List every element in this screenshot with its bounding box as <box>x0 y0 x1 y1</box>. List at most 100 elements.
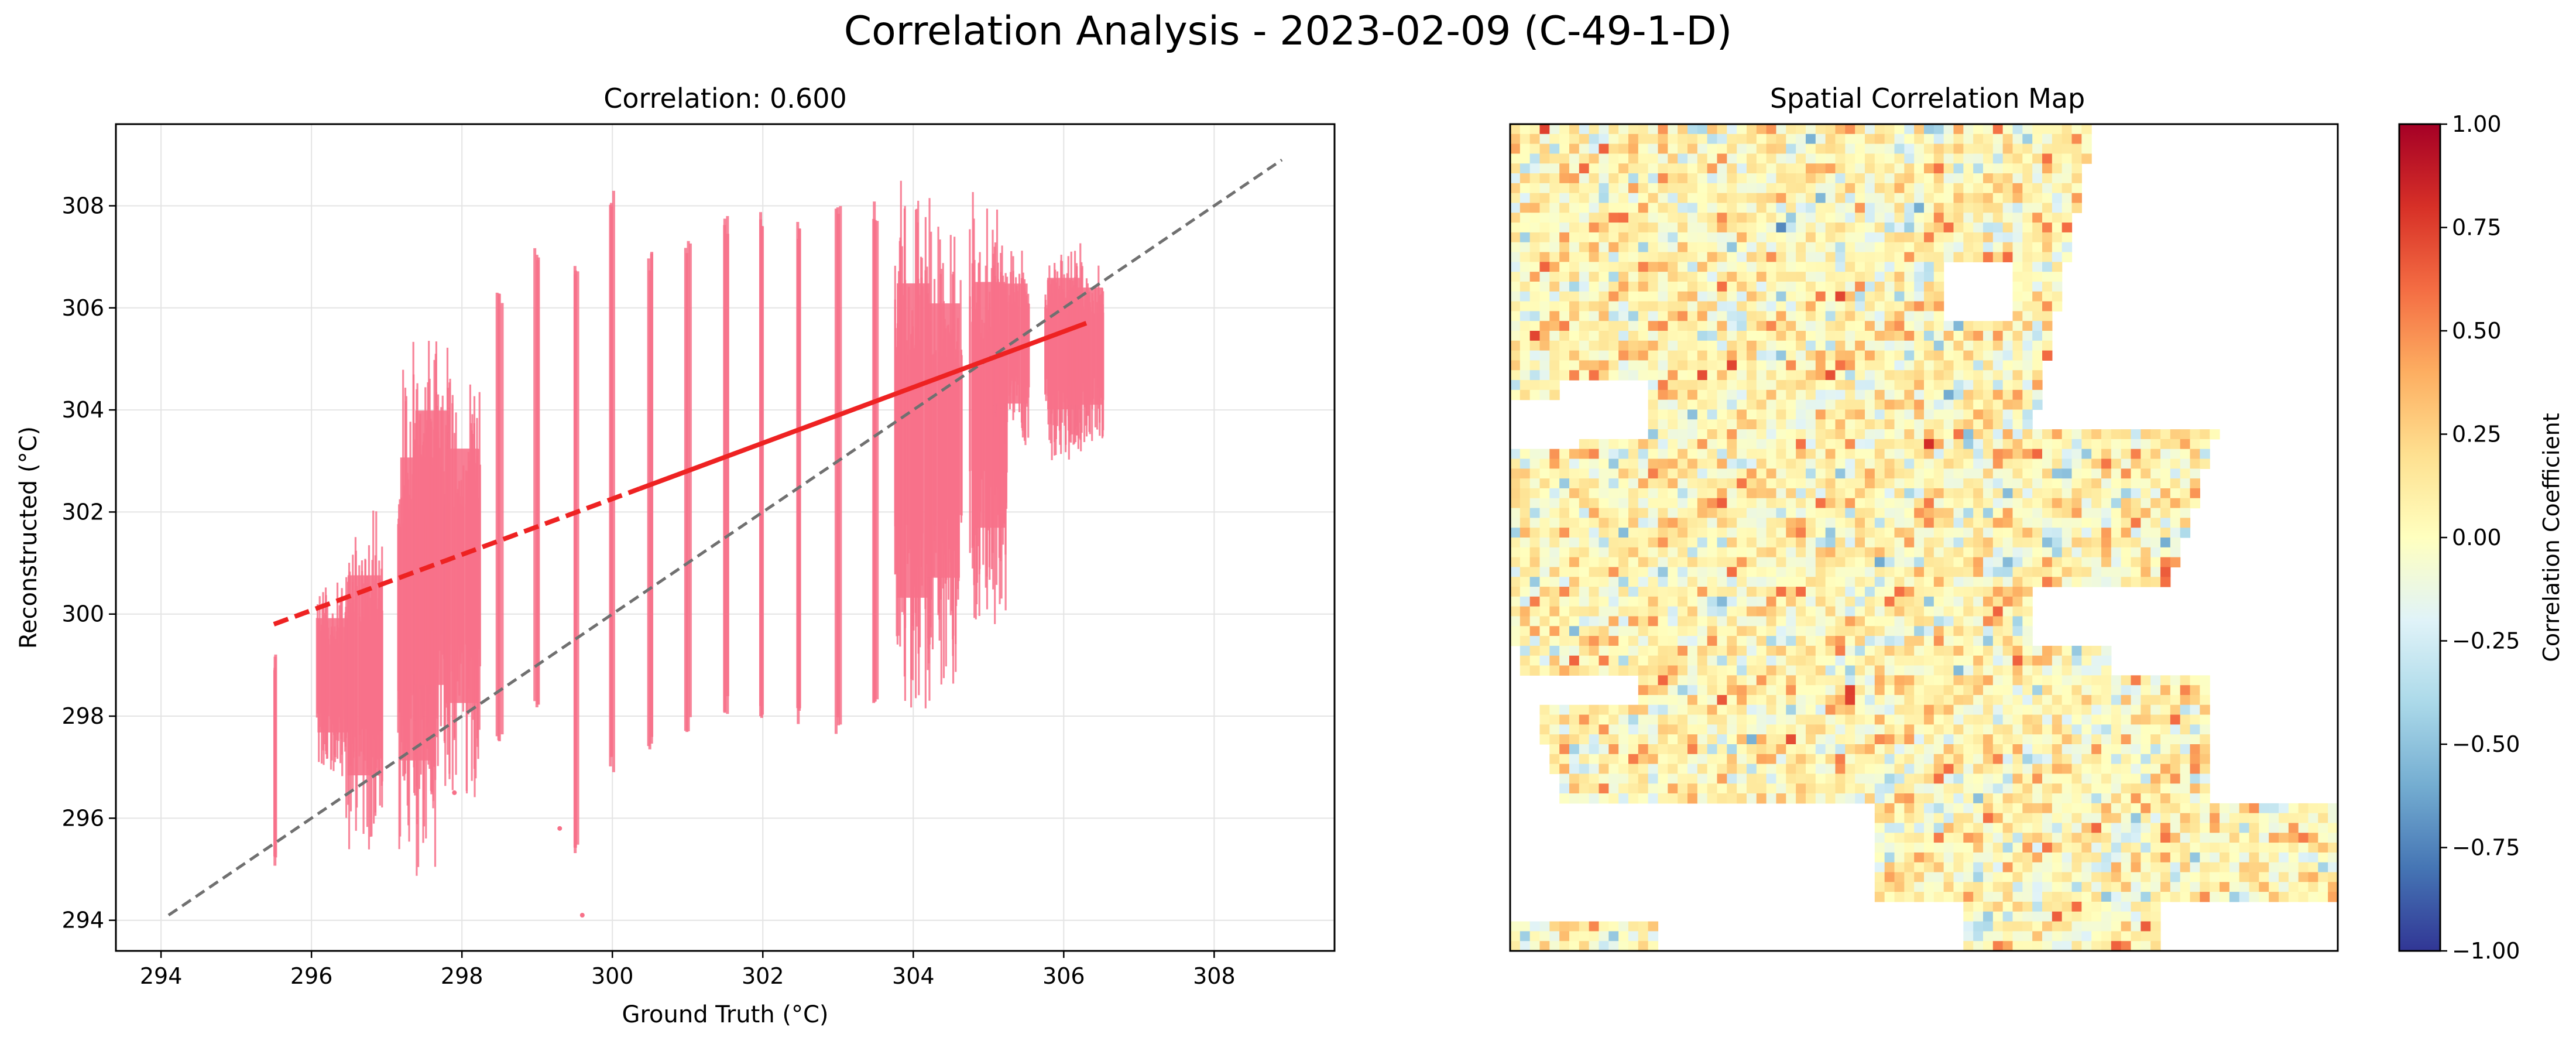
heatmap-cell <box>1618 124 1629 135</box>
heatmap-cell <box>1894 773 1905 784</box>
heatmap-cell <box>1855 587 1865 597</box>
heatmap-cell <box>1697 134 1708 145</box>
heatmap-cell <box>2081 124 2092 135</box>
heatmap-cell <box>1628 498 1639 509</box>
heatmap-cell <box>1924 380 1934 391</box>
heatmap-cell <box>2200 724 2210 735</box>
heatmap-cell <box>2101 645 2112 656</box>
heatmap-cell <box>1776 734 1786 745</box>
heatmap-cell <box>1865 183 1875 194</box>
heatmap-cell <box>1539 596 1550 607</box>
heatmap-cell <box>1992 478 2004 489</box>
heatmap-cell <box>1687 587 1698 597</box>
heatmap-cell <box>1519 331 1531 341</box>
heatmap-cell <box>2071 645 2082 656</box>
heatmap-cell <box>1589 370 1600 381</box>
heatmap-cell <box>1874 439 1885 450</box>
heatmap-cell <box>1865 281 1875 292</box>
heatmap-cell <box>2170 449 2181 460</box>
heatmap-cell <box>1579 704 1590 716</box>
heatmap-cell <box>1628 538 1639 548</box>
heatmap-cell <box>1638 606 1649 617</box>
heatmap-cell <box>1766 754 1777 765</box>
heatmap-cell <box>1766 439 1777 450</box>
heatmap-cell <box>1717 252 1727 262</box>
heatmap-cell <box>1756 488 1767 499</box>
heatmap-cell <box>1992 557 2004 568</box>
heatmap-cell <box>1549 301 1560 312</box>
heatmap-cell <box>1697 645 1708 656</box>
heatmap-cell <box>1894 538 1905 548</box>
heatmap-cell <box>1776 163 1786 174</box>
heatmap-cell <box>1559 773 1570 784</box>
heatmap-cell <box>1865 616 1875 627</box>
heatmap-cell <box>2032 124 2043 135</box>
heatmap-cell <box>1845 449 1855 460</box>
heatmap-cell <box>2150 754 2161 765</box>
heatmap-cell <box>1678 596 1688 607</box>
heatmap-cell <box>1904 587 1915 597</box>
heatmap-cell <box>1865 193 1875 204</box>
heatmap-cell <box>2071 547 2082 558</box>
heatmap-cell <box>1776 754 1786 765</box>
heatmap-cell <box>1983 488 1994 499</box>
heatmap-cell <box>1815 124 1826 135</box>
heatmap-cell <box>1766 380 1777 391</box>
heatmap-cell <box>1668 163 1678 174</box>
heatmap-cell <box>1963 655 1974 666</box>
heatmap-cell <box>2042 350 2053 361</box>
heatmap-cell <box>1924 439 1934 450</box>
heatmap-cell <box>1756 340 1767 351</box>
heatmap-cell <box>1776 281 1786 292</box>
heatmap-cell <box>1628 183 1639 194</box>
heatmap-cell <box>1589 153 1600 164</box>
heatmap-cell <box>1638 281 1649 292</box>
heatmap-cell <box>1894 518 1905 528</box>
heatmap-cell <box>1835 173 1846 184</box>
heatmap-cell <box>1658 331 1668 341</box>
heatmap-cell <box>1815 773 1826 784</box>
heatmap-cell <box>1815 223 1826 233</box>
heatmap-cell <box>1529 606 1541 617</box>
heatmap-cell <box>2091 714 2102 725</box>
heatmap-cell <box>1865 734 1875 745</box>
heatmap-cell <box>2002 252 2014 262</box>
heatmap-cell <box>2190 694 2200 706</box>
heatmap-cell <box>1815 645 1826 656</box>
heatmap-cell <box>1737 311 1747 321</box>
heatmap-cell <box>1608 223 1619 233</box>
heatmap-cell <box>1884 764 1895 775</box>
heatmap-cell <box>1855 498 1865 509</box>
heatmap-cell <box>1766 616 1777 627</box>
heatmap-cell <box>2042 704 2053 716</box>
heatmap-cell <box>1658 675 1668 686</box>
heatmap-cell <box>1943 567 1954 577</box>
heatmap-cell <box>1796 744 1806 755</box>
heatmap-cell <box>1855 311 1865 321</box>
heatmap-cell <box>1658 252 1668 262</box>
heatmap-cell <box>1776 183 1786 194</box>
scatter-x-label: Ground Truth (°C) <box>622 1001 828 1028</box>
heatmap-cell <box>2121 488 2132 499</box>
heatmap-cell <box>1855 616 1865 627</box>
heatmap-cell <box>1648 311 1659 321</box>
heatmap-cell <box>2062 223 2073 233</box>
heatmap-cell <box>2012 301 2023 312</box>
heatmap-cell <box>1933 773 1944 784</box>
heatmap-cell <box>1628 321 1639 331</box>
heatmap-cell <box>1668 419 1678 430</box>
heatmap-cell <box>1943 734 1954 745</box>
heatmap-cell <box>1914 704 1925 716</box>
heatmap-cell <box>1953 665 1964 676</box>
heatmap-cell <box>2052 577 2063 587</box>
heatmap-cell <box>1599 734 1609 745</box>
heatmap-cell <box>2071 773 2082 784</box>
heatmap-cell <box>1874 409 1885 420</box>
heatmap-cell <box>1519 488 1531 499</box>
heatmap-cell <box>1943 704 1954 716</box>
heatmap-cell <box>1983 675 1994 686</box>
heatmap-cell <box>1815 694 1826 706</box>
heatmap-cell <box>1638 704 1649 716</box>
heatmap-cell <box>1884 350 1895 361</box>
heatmap-cell <box>2150 694 2161 706</box>
